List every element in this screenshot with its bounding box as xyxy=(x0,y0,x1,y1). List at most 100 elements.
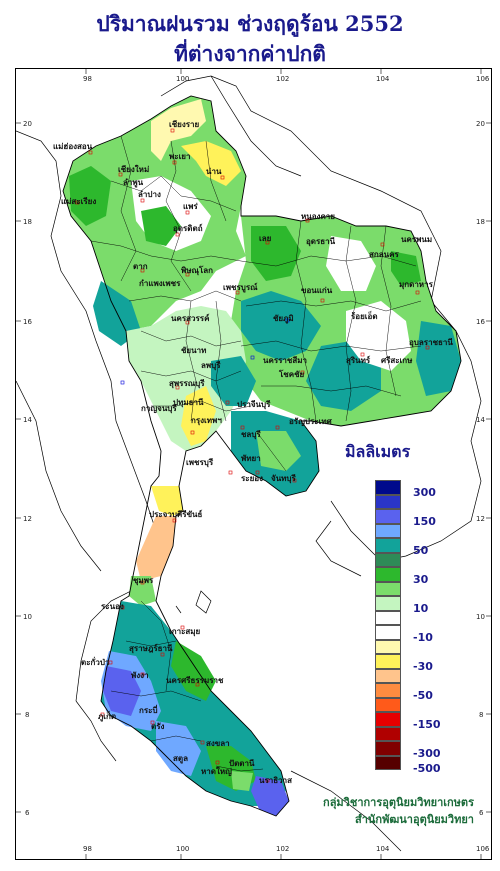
province-label: หนองคาย xyxy=(301,212,335,221)
legend-label: 10 xyxy=(413,602,429,615)
province-label: ชลบุรี xyxy=(241,429,261,440)
province-label: นครราชสีมา xyxy=(263,355,307,365)
thailand-outline xyxy=(62,95,462,817)
province-label: ระนอง xyxy=(101,602,124,611)
lat-label: 12 xyxy=(23,515,32,523)
province-label: นครพนม xyxy=(401,235,432,244)
lat-label: 20 xyxy=(476,120,485,128)
legend-title: มิลลิเมตร xyxy=(345,442,411,461)
legend-swatch xyxy=(375,523,401,538)
station-markers xyxy=(75,128,430,783)
province-label: ชุมพร xyxy=(133,576,154,586)
lon-label: 100 xyxy=(176,75,189,83)
province-label: ปราจีนบุรี xyxy=(237,399,271,410)
lon-label: 98 xyxy=(83,75,92,83)
legend-label: -50 xyxy=(413,689,433,702)
lat-label: 10 xyxy=(23,613,32,621)
region-central xyxy=(126,306,246,451)
lat-label: 8 xyxy=(25,711,29,719)
legend-swatch xyxy=(375,726,401,741)
province-label: สตูล xyxy=(173,754,188,764)
province-boundaries xyxy=(90,135,422,772)
province-label: ปทุมธานี xyxy=(173,397,204,408)
legend-swatch xyxy=(375,654,401,669)
province-label: ประจวบคีรีขันธ์ xyxy=(149,509,203,519)
graticule xyxy=(16,69,491,859)
province-label: สุรินทร์ xyxy=(346,355,371,366)
province-label: กำแพงเพชร xyxy=(139,279,181,288)
province-label: ตะกั่วป่า xyxy=(81,656,109,667)
province-label: นครสวรรค์ xyxy=(171,313,209,323)
province-label: ร้อยเอ็ด xyxy=(351,310,378,321)
legend-label: 150 xyxy=(413,515,436,528)
legend-swatch xyxy=(375,639,401,654)
province-label: ชัยนาท xyxy=(181,346,206,355)
lat-label: 18 xyxy=(476,218,485,226)
lat-label: 14 xyxy=(23,416,32,424)
province-label: หาดใหญ่ xyxy=(201,766,232,777)
lat-label: 18 xyxy=(23,218,32,226)
province-label: เพชรบุรี xyxy=(186,457,214,468)
lat-label: 14 xyxy=(476,416,485,424)
province-label: สุราษฎร์ธานี xyxy=(129,643,173,654)
lon-label: 106 xyxy=(476,75,490,83)
legend-swatch xyxy=(375,610,401,625)
province-label: น่าน xyxy=(206,167,222,176)
province-label: ระยอง xyxy=(241,474,263,483)
province-labels: เชียงราย แม่ฮ่องสอน เชียงใหม่ พะเยา ลำพู… xyxy=(53,119,453,785)
lat-labels-right: 20 18 16 14 12 10 8 6 xyxy=(476,120,485,817)
province-label: เชียงราย xyxy=(169,119,200,129)
legend-label: 30 xyxy=(413,573,429,586)
lat-label: 16 xyxy=(23,318,32,326)
legend-swatch xyxy=(375,538,401,553)
legend-swatch xyxy=(375,596,401,611)
legend-label: -500 xyxy=(413,761,441,775)
legend-swatch xyxy=(375,567,401,582)
lat-labels-left: 20 18 16 14 12 10 8 6 xyxy=(23,120,32,817)
province-label: พิษณุโลก xyxy=(181,265,213,276)
credit-line-2: สำนักพัฒนาอุตุนิยมวิทยา xyxy=(355,813,474,826)
province-label: ภูเก็ต xyxy=(98,710,116,722)
province-label: นครศรีธรรมราช xyxy=(166,675,224,685)
province-label: สุพรรณบุรี xyxy=(169,378,205,389)
map-subtitle: ที่ต่างจากค่าปกติ xyxy=(174,41,326,66)
legend-swatch xyxy=(375,755,401,770)
lat-label: 8 xyxy=(479,711,483,719)
province-label: แม่สะเรียง xyxy=(61,196,96,206)
province-label: อุตรดิตถ์ xyxy=(173,223,203,234)
province-label: อุดรธานี xyxy=(306,236,336,247)
credit-line-1: กลุ่มวิชาการอุตุนิยมวิทยาเกษตร xyxy=(323,796,474,809)
legend-swatch xyxy=(375,480,401,495)
lon-labels-top: 98 100 102 104 106 xyxy=(83,75,490,83)
neighbour-borders xyxy=(16,75,482,852)
province-label: มุกดาหาร xyxy=(399,280,434,290)
legend-swatch xyxy=(375,581,401,596)
province-label: ขอนแก่น xyxy=(301,286,333,295)
province-label: พังงา xyxy=(131,671,149,680)
legend-label: -150 xyxy=(413,718,441,731)
province-label: จันทบุรี xyxy=(271,473,297,484)
legend-swatch xyxy=(375,494,401,509)
lon-label: 98 xyxy=(83,845,92,853)
legend-swatch xyxy=(375,552,401,567)
province-label: ตาก xyxy=(133,262,148,271)
province-label: พะเยา xyxy=(169,152,190,161)
lon-label: 100 xyxy=(176,845,189,853)
lat-label: 6 xyxy=(479,809,484,817)
lat-label: 16 xyxy=(476,318,485,326)
legend-swatch xyxy=(375,625,401,640)
legend-swatch xyxy=(375,683,401,698)
province-label: สกลนคร xyxy=(369,250,399,259)
lon-label: 104 xyxy=(376,75,390,83)
province-label: เพชรบูรณ์ xyxy=(223,282,258,293)
legend-label: 50 xyxy=(413,544,429,557)
legend-label: -300 xyxy=(413,747,441,760)
lon-labels-bottom: 98 100 102 104 106 xyxy=(83,845,490,853)
lon-label: 102 xyxy=(276,75,289,83)
legend-label: -30 xyxy=(413,660,433,673)
province-label: กระบี่ xyxy=(139,704,158,715)
lon-label: 102 xyxy=(276,845,289,853)
province-label: ชัยภูมิ xyxy=(273,314,294,324)
province-label: เลย xyxy=(259,234,272,243)
rainfall-map: 98 100 102 104 106 98 100 102 104 106 20… xyxy=(16,69,491,859)
